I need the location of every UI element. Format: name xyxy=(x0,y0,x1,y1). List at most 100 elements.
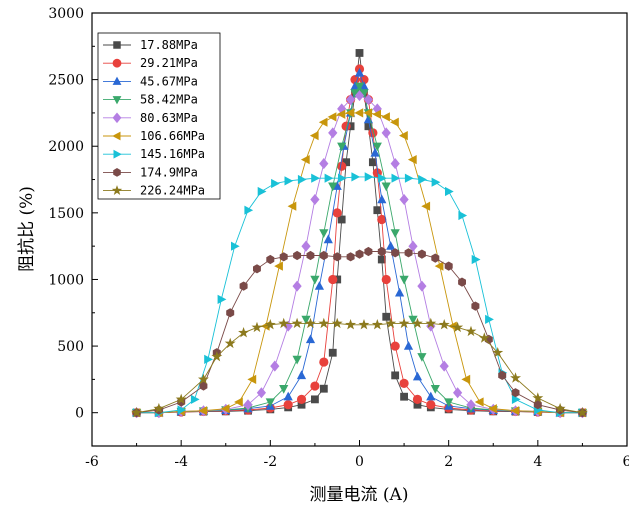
data-point xyxy=(204,354,213,364)
data-point xyxy=(390,158,400,170)
data-point xyxy=(378,173,387,183)
data-point xyxy=(431,177,441,187)
data-point xyxy=(438,319,450,330)
data-point xyxy=(310,194,320,205)
data-point xyxy=(421,201,431,211)
data-point xyxy=(363,108,373,118)
y-axis-title: 阻抗比 (%) xyxy=(17,186,37,272)
data-point xyxy=(331,317,343,329)
legend-item: 145.16MPa xyxy=(103,147,205,161)
data-point xyxy=(466,399,476,411)
x-tick-label: 6 xyxy=(623,454,629,470)
data-point xyxy=(310,381,320,391)
data-point xyxy=(404,173,414,183)
data-point xyxy=(244,205,254,215)
data-point xyxy=(372,103,382,115)
data-point xyxy=(346,94,356,106)
y-axis: 0 500 1000 1500 2000 2500 3000 xyxy=(48,6,98,422)
data-point xyxy=(319,250,328,261)
x-axis: -6 -4 -2 0 2 4 6 xyxy=(85,440,629,470)
data-point xyxy=(390,341,400,351)
data-point xyxy=(377,214,387,225)
legend-marker xyxy=(111,185,123,195)
data-point xyxy=(296,370,307,380)
data-point xyxy=(377,194,387,204)
data-point xyxy=(328,182,338,192)
data-point xyxy=(426,400,436,410)
data-point xyxy=(430,385,440,394)
data-point xyxy=(371,319,383,330)
data-point xyxy=(190,394,200,404)
legend-marker xyxy=(112,131,121,141)
data-point xyxy=(234,397,243,407)
data-point xyxy=(306,250,315,261)
data-point xyxy=(226,308,235,318)
data-point xyxy=(323,234,333,244)
data-point xyxy=(372,142,382,152)
data-point xyxy=(253,264,261,274)
data-point xyxy=(370,147,380,157)
data-point xyxy=(400,392,408,401)
y-tick-label: 3000 xyxy=(48,6,84,22)
data-point xyxy=(461,374,471,384)
data-point xyxy=(444,261,453,271)
data-point xyxy=(465,325,477,337)
legend-label: 45.67MPa xyxy=(140,74,198,88)
data-point xyxy=(381,127,391,139)
data-point xyxy=(338,173,347,183)
data-point xyxy=(332,181,342,190)
data-point xyxy=(300,155,310,165)
x-tick-label: -4 xyxy=(174,454,188,470)
data-point xyxy=(337,215,346,224)
data-point xyxy=(318,317,330,329)
data-point xyxy=(350,89,360,98)
data-point xyxy=(359,89,369,98)
y-tick-label: 2500 xyxy=(48,73,84,89)
x-tick-label: 0 xyxy=(355,454,364,470)
data-point xyxy=(279,385,289,394)
data-point xyxy=(355,49,364,57)
data-point xyxy=(220,404,230,414)
data-point xyxy=(439,360,449,372)
data-point xyxy=(301,315,311,325)
data-point xyxy=(425,317,437,329)
data-point xyxy=(231,241,240,251)
data-point xyxy=(199,381,208,391)
data-point xyxy=(345,108,355,118)
data-point xyxy=(458,277,466,287)
data-point xyxy=(328,274,338,285)
legend-label: 17.88MPa xyxy=(140,38,198,52)
data-point xyxy=(198,373,209,384)
legend-marker xyxy=(112,96,122,105)
data-point xyxy=(309,131,319,141)
data-point xyxy=(243,399,253,411)
data-point xyxy=(399,378,409,388)
data-point xyxy=(283,391,293,401)
data-point xyxy=(391,371,400,380)
legend-marker xyxy=(112,58,122,68)
data-point xyxy=(274,261,283,271)
legend-marker xyxy=(112,76,122,85)
legend-item: 226.24MPa xyxy=(103,184,205,198)
data-point xyxy=(283,400,293,410)
data-point xyxy=(390,117,399,127)
data-point xyxy=(554,402,566,414)
data-point xyxy=(471,301,480,311)
data-point xyxy=(510,372,521,383)
data-point xyxy=(301,240,311,252)
data-point xyxy=(333,252,342,262)
data-point xyxy=(381,274,391,285)
data-point xyxy=(247,374,257,384)
data-point xyxy=(426,391,436,401)
data-point xyxy=(398,317,410,329)
data-point xyxy=(314,281,324,290)
data-point xyxy=(511,388,520,398)
data-point xyxy=(391,248,400,258)
data-point xyxy=(576,406,588,418)
data-point xyxy=(458,210,468,221)
data-point xyxy=(359,75,369,85)
x-tick-label: 2 xyxy=(444,454,453,470)
y-tick-label: 0 xyxy=(75,406,84,422)
data-point xyxy=(474,397,484,407)
